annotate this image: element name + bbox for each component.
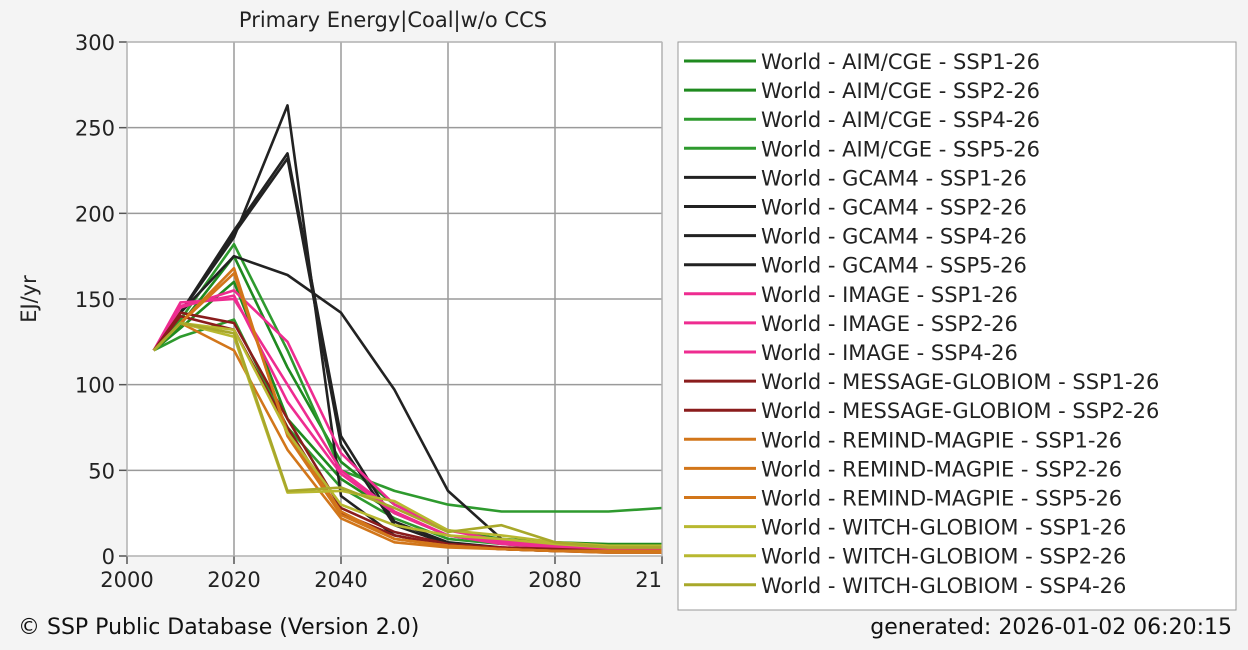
legend-label: World - AIM/CGE - SSP4-26: [761, 108, 1040, 132]
y-tick-label: 300: [75, 31, 115, 55]
y-tick-label: 50: [88, 459, 115, 483]
legend-label: World - REMIND-MAGPIE - SSP5-26: [761, 487, 1122, 511]
legend-label: World - MESSAGE-GLOBIOM - SSP2-26: [761, 399, 1159, 423]
y-tick-label: 0: [102, 545, 115, 569]
x-tick-label: 2060: [421, 568, 474, 592]
series-line: [152, 242, 662, 513]
legend-label: World - IMAGE - SSP1-26: [761, 283, 1018, 307]
chart-title: Primary Energy|Coal|w/o CCS: [239, 8, 547, 33]
copyright-text: © SSP Public Database (Version 2.0): [18, 615, 420, 640]
legend-label: World - REMIND-MAGPIE - SSP2-26: [761, 457, 1122, 481]
legend-label: World - IMAGE - SSP4-26: [761, 341, 1018, 365]
y-tick-label: 250: [75, 117, 115, 141]
legend-label: World - IMAGE - SSP2-26: [761, 312, 1018, 336]
legend-label: World - WITCH-GLOBIOM - SSP2-26: [761, 545, 1126, 569]
axis-overflow-mask: [663, 568, 679, 598]
series-line: [152, 321, 662, 549]
x-tick-label: 2080: [528, 568, 581, 592]
x-tick-label: 2040: [314, 568, 367, 592]
legend-label: World - AIM/CGE - SSP5-26: [761, 137, 1040, 161]
x-tick-label: 2000: [100, 568, 153, 592]
legend-label: World - GCAM4 - SSP1-26: [761, 166, 1027, 190]
y-tick-label: 150: [75, 288, 115, 312]
legend-label: World - MESSAGE-GLOBIOM - SSP1-26: [761, 370, 1159, 394]
legend-label: World - WITCH-GLOBIOM - SSP4-26: [761, 574, 1126, 598]
plot-border: [126, 41, 663, 557]
legend-label: World - GCAM4 - SSP5-26: [761, 254, 1027, 278]
legend-label: World - AIM/CGE - SSP1-26: [761, 50, 1040, 74]
y-axis-label: EJ/yr: [17, 275, 41, 323]
legend-label: World - GCAM4 - SSP2-26: [761, 196, 1027, 220]
legend-label: World - GCAM4 - SSP4-26: [761, 225, 1027, 249]
legend-box: [677, 41, 1237, 611]
y-tick-label: 100: [75, 374, 115, 398]
legend-label: World - WITCH-GLOBIOM - SSP1-26: [761, 516, 1126, 540]
series-lines: [152, 104, 662, 554]
x-tick-label: 2020: [207, 568, 260, 592]
legend-label: World - AIM/CGE - SSP2-26: [761, 79, 1040, 103]
series-line: [152, 271, 662, 553]
y-tick-label: 200: [75, 202, 115, 226]
legend-label: World - REMIND-MAGPIE - SSP1-26: [761, 428, 1122, 452]
generated-timestamp: generated: 2026-01-02 06:20:15: [870, 615, 1232, 640]
legend: World - AIM/CGE - SSP1-26 World - AIM/CGE…: [677, 41, 1237, 611]
